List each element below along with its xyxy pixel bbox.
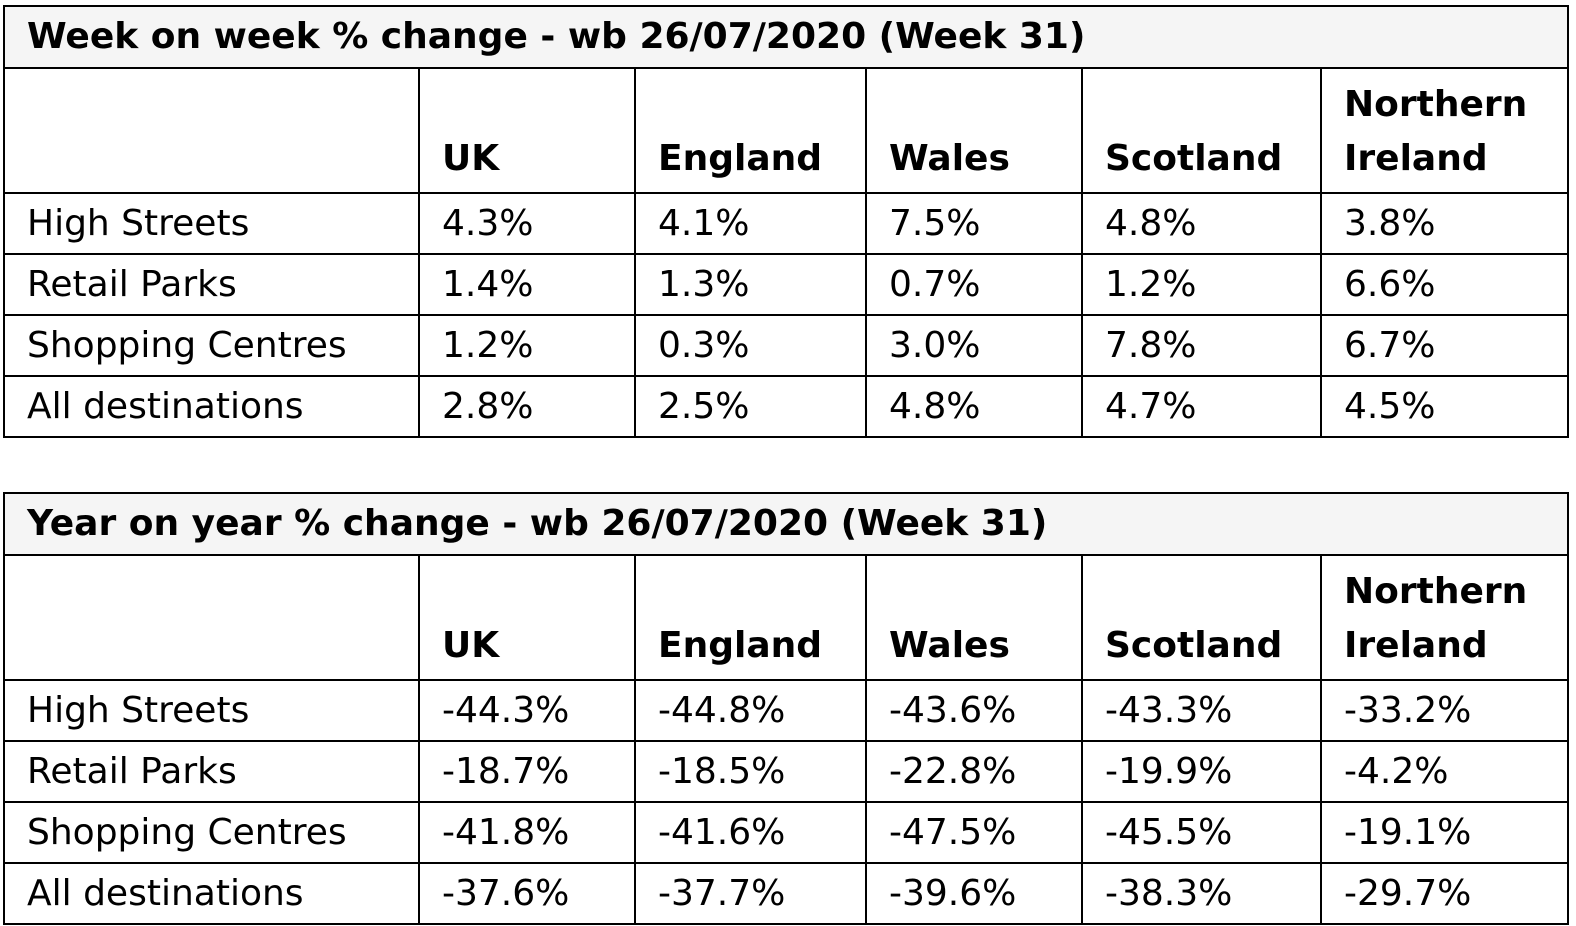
column-header-wales: Wales: [865, 554, 1083, 681]
cell-value: -22.8%: [865, 740, 1083, 803]
column-header-blank: [3, 554, 420, 681]
cell-value: 4.8%: [1081, 192, 1322, 255]
cell-value: -39.6%: [865, 862, 1083, 925]
table-header-row: UK England Wales Scotland Northern Irela…: [3, 554, 1570, 681]
row-label: Shopping Centres: [3, 801, 420, 864]
cell-value: -44.3%: [418, 679, 636, 742]
cell-value: -41.6%: [634, 801, 867, 864]
table-header-row: UK England Wales Scotland Northern Irela…: [3, 67, 1570, 194]
cell-value: 1.2%: [418, 314, 636, 377]
table-row: Shopping Centres 1.2% 0.3% 3.0% 7.8% 6.7…: [3, 314, 1570, 377]
cell-value: -4.2%: [1319, 740, 1570, 803]
row-label: Shopping Centres: [3, 314, 420, 377]
cell-value: -37.7%: [634, 862, 867, 925]
table-row: High Streets 4.3% 4.1% 7.5% 4.8% 3.8%: [3, 192, 1570, 255]
cell-value: 3.8%: [1319, 192, 1570, 255]
cell-value: -37.6%: [418, 862, 636, 925]
cell-value: 1.3%: [634, 253, 867, 316]
column-header-northern-ireland: Northern Ireland: [1319, 67, 1570, 194]
table-row: Retail Parks -18.7% -18.5% -22.8% -19.9%…: [3, 740, 1570, 803]
table-row: Shopping Centres -41.8% -41.6% -47.5% -4…: [3, 801, 1570, 864]
cell-value: 1.2%: [1081, 253, 1322, 316]
column-header-england: England: [634, 554, 867, 681]
table-title-row: Week on week % change - wb 26/07/2020 (W…: [2, 5, 1570, 69]
cell-value: 1.4%: [418, 253, 636, 316]
row-label: Retail Parks: [3, 740, 420, 803]
cell-value: 4.8%: [865, 375, 1083, 438]
cell-value: -18.7%: [418, 740, 636, 803]
column-header-scotland: Scotland: [1081, 554, 1322, 681]
cell-value: 2.5%: [634, 375, 867, 438]
cell-value: 6.7%: [1319, 314, 1570, 377]
cell-value: 4.5%: [1319, 375, 1570, 438]
cell-value: 0.7%: [865, 253, 1083, 316]
cell-value: -47.5%: [865, 801, 1083, 864]
row-label: All destinations: [3, 862, 420, 925]
cell-value: 4.7%: [1081, 375, 1322, 438]
column-header-northern-ireland: Northern Ireland: [1319, 554, 1570, 681]
week-on-week-table: Week on week % change - wb 26/07/2020 (W…: [2, 5, 1570, 438]
row-label: All destinations: [3, 375, 420, 438]
cell-value: -18.5%: [634, 740, 867, 803]
cell-value: 0.3%: [634, 314, 867, 377]
table-row: All destinations -37.6% -37.7% -39.6% -3…: [3, 862, 1570, 925]
cell-value: 3.0%: [865, 314, 1083, 377]
cell-value: 4.3%: [418, 192, 636, 255]
cell-value: -43.6%: [865, 679, 1083, 742]
column-header-wales: Wales: [865, 67, 1083, 194]
cell-value: -43.3%: [1081, 679, 1322, 742]
cell-value: -44.8%: [634, 679, 867, 742]
row-label: Retail Parks: [3, 253, 420, 316]
cell-value: -33.2%: [1319, 679, 1570, 742]
table-title: Year on year % change - wb 26/07/2020 (W…: [2, 492, 1570, 556]
year-on-year-table: Year on year % change - wb 26/07/2020 (W…: [2, 492, 1570, 925]
table-row: High Streets -44.3% -44.8% -43.6% -43.3%…: [3, 679, 1570, 742]
column-header-uk: UK: [418, 67, 636, 194]
table-title: Week on week % change - wb 26/07/2020 (W…: [2, 5, 1570, 69]
row-label: High Streets: [3, 679, 420, 742]
table-row: All destinations 2.8% 2.5% 4.8% 4.7% 4.5…: [3, 375, 1570, 438]
cell-value: -38.3%: [1081, 862, 1322, 925]
column-header-scotland: Scotland: [1081, 67, 1322, 194]
cell-value: 2.8%: [418, 375, 636, 438]
table-row: Retail Parks 1.4% 1.3% 0.7% 1.2% 6.6%: [3, 253, 1570, 316]
cell-value: -19.9%: [1081, 740, 1322, 803]
cell-value: 6.6%: [1319, 253, 1570, 316]
cell-value: 7.5%: [865, 192, 1083, 255]
cell-value: 4.1%: [634, 192, 867, 255]
cell-value: -41.8%: [418, 801, 636, 864]
cell-value: 7.8%: [1081, 314, 1322, 377]
cell-value: -45.5%: [1081, 801, 1322, 864]
column-header-blank: [3, 67, 420, 194]
table-title-row: Year on year % change - wb 26/07/2020 (W…: [2, 492, 1570, 556]
cell-value: -29.7%: [1319, 862, 1570, 925]
column-header-england: England: [634, 67, 867, 194]
cell-value: -19.1%: [1319, 801, 1570, 864]
column-header-uk: UK: [418, 554, 636, 681]
row-label: High Streets: [3, 192, 420, 255]
